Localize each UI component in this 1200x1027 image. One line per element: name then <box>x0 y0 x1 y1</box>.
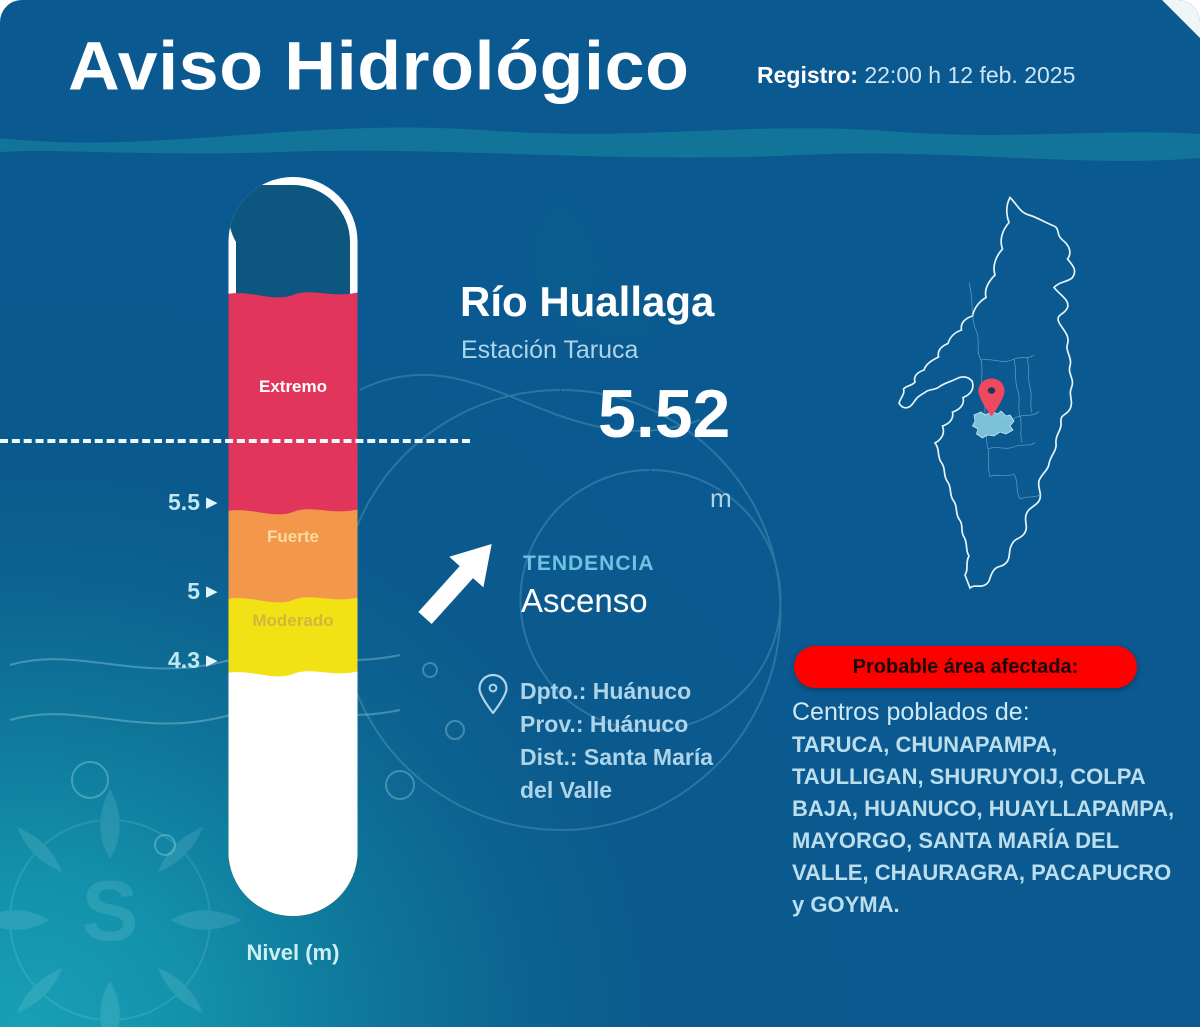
svg-text:S: S <box>82 864 139 959</box>
